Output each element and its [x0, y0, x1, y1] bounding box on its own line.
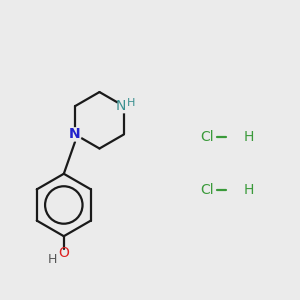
- Circle shape: [68, 128, 82, 141]
- Text: H: H: [48, 253, 57, 266]
- Text: H: H: [244, 130, 254, 144]
- Text: O: O: [58, 245, 69, 260]
- Circle shape: [117, 100, 130, 113]
- Text: Cl: Cl: [200, 130, 214, 144]
- Text: N: N: [115, 99, 125, 113]
- Text: H: H: [127, 98, 136, 108]
- Text: N: N: [69, 128, 81, 141]
- Text: Cl: Cl: [200, 183, 214, 197]
- Text: H: H: [244, 183, 254, 197]
